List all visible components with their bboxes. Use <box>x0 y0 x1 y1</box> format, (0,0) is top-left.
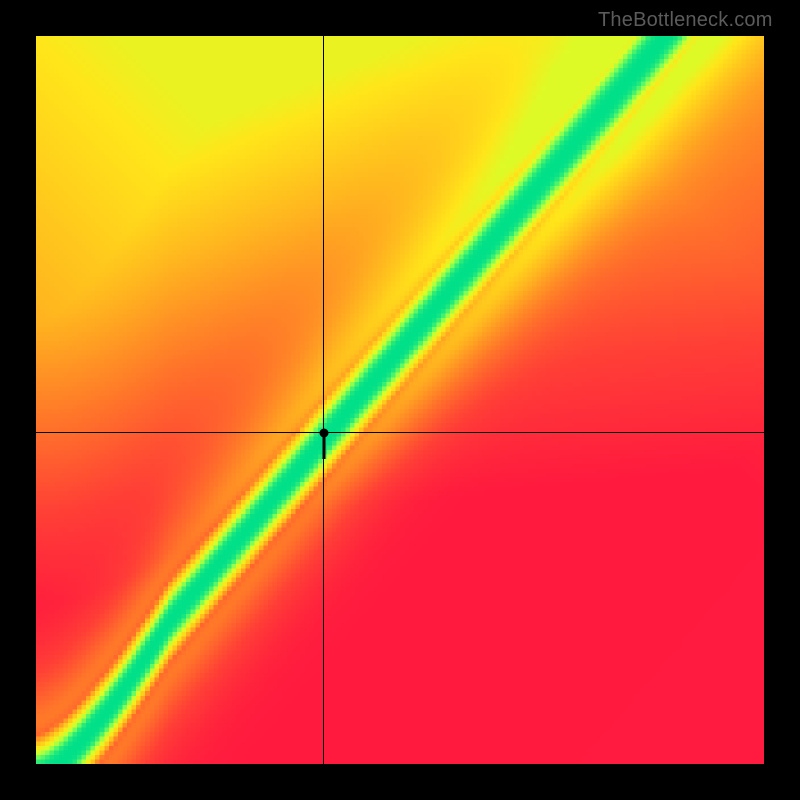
crosshair-horizontal <box>36 432 764 433</box>
crosshair-vertical <box>323 36 324 764</box>
watermark-text: TheBottleneck.com <box>598 9 773 32</box>
marker-tick <box>322 437 325 459</box>
plot-area <box>36 36 764 764</box>
heatmap-canvas <box>36 36 764 764</box>
chart-frame: TheBottleneck.com <box>0 0 800 800</box>
